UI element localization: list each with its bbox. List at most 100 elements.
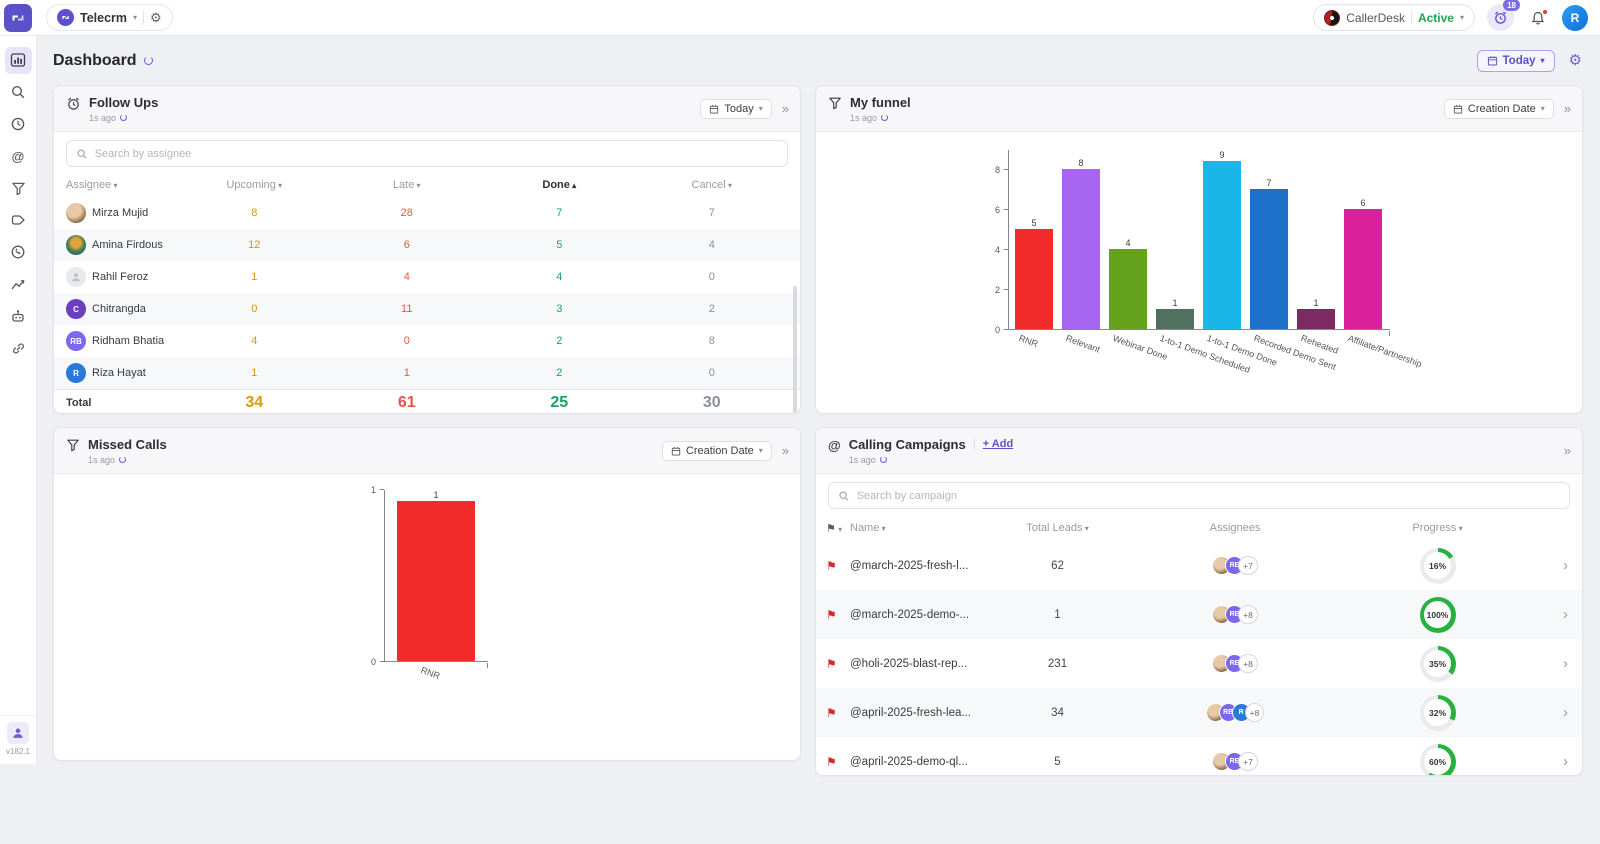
column-header-upcoming[interactable]: Upcoming ▾ <box>178 179 331 191</box>
progress-cell: 16% <box>1355 548 1520 584</box>
column-header-late[interactable]: Late ▾ <box>331 179 484 191</box>
workspace-switcher[interactable]: Telecrm ▾ ⚙ <box>46 4 173 31</box>
search-assignee-input[interactable] <box>95 148 778 160</box>
last-updated: 1s ago <box>89 113 116 123</box>
column-header-flag[interactable]: ⚑ ▾ <box>826 522 850 535</box>
bar-RNR[interactable] <box>1015 229 1053 329</box>
progress-ring: 32% <box>1420 695 1456 731</box>
column-label: Late <box>393 179 414 191</box>
notifications-button[interactable] <box>1526 6 1550 30</box>
refresh-icon[interactable] <box>881 114 888 121</box>
sidebar-item-dashboard[interactable] <box>5 47 32 74</box>
total-leads: 5 <box>1000 756 1115 768</box>
progress-value: 100% <box>1424 601 1451 628</box>
bar-Relevant[interactable] <box>1062 169 1100 329</box>
column-header-total-leads[interactable]: Total Leads ▾ <box>1000 522 1115 534</box>
late-count: 0 <box>331 335 484 347</box>
bar-1-to-1 Demo Scheduled[interactable] <box>1156 309 1194 329</box>
row-chevron-icon[interactable]: › <box>1520 704 1572 721</box>
bar-Affiliate/Partnership[interactable] <box>1344 209 1382 329</box>
refresh-icon[interactable] <box>144 56 153 65</box>
missed-calls-sort-label: Creation Date <box>686 445 754 457</box>
search-icon <box>10 84 26 100</box>
support-button[interactable] <box>7 722 29 744</box>
chevron-down-icon: ▾ <box>1460 13 1464 22</box>
dashboard-settings-icon[interactable]: ⚙ <box>1569 53 1582 68</box>
funnel-icon <box>66 438 80 457</box>
workspace-settings-icon[interactable]: ⚙ <box>150 11 162 24</box>
cancel-count: 7 <box>636 207 789 219</box>
bar-1-to-1 Demo Done[interactable] <box>1203 161 1241 329</box>
user-avatar[interactable]: R <box>1562 5 1588 31</box>
chevron-down-icon: ▾ <box>133 13 137 22</box>
progress-value: 35% <box>1424 650 1451 677</box>
date-range-button[interactable]: Today ▾ <box>1477 50 1555 72</box>
sidebar-item-tags[interactable] <box>5 207 32 234</box>
row-chevron-icon[interactable]: › <box>1520 557 1572 574</box>
alarm-clock-icon <box>1493 10 1508 25</box>
campaign-name: @april-2025-fresh-lea... <box>850 707 1000 719</box>
y-tick-label: 8 <box>995 165 1000 175</box>
app-logo[interactable] <box>4 4 32 32</box>
funnel-icon <box>828 96 842 115</box>
column-header-progress[interactable]: Progress ▾ <box>1355 522 1520 534</box>
missed-calls-sort-button[interactable]: Creation Date ▾ <box>662 441 772 461</box>
refresh-icon[interactable] <box>120 114 127 121</box>
sort-caret-icon: ▾ <box>879 524 885 533</box>
avatar <box>66 267 86 287</box>
progress-ring: 100% <box>1420 597 1456 633</box>
sidebar-item-integrations[interactable] <box>5 335 32 362</box>
bar-Recorded Demo Sent[interactable] <box>1250 189 1288 329</box>
sidebar-item-recent-activity[interactable] <box>5 111 32 138</box>
sidebar-item-funnel[interactable] <box>5 175 32 202</box>
late-count: 4 <box>331 271 484 283</box>
sidebar-item-search[interactable] <box>5 79 32 106</box>
sidebar-item-reports[interactable] <box>5 271 32 298</box>
sidebar-item-automation-bot[interactable] <box>5 303 32 330</box>
expand-panel-icon[interactable]: » <box>782 443 788 458</box>
column-header-cancel[interactable]: Cancel ▾ <box>636 179 789 191</box>
row-chevron-icon[interactable]: › <box>1520 606 1572 623</box>
column-header-assignee[interactable]: Assignee ▾ <box>66 179 178 191</box>
search-campaign-input[interactable] <box>857 490 1560 502</box>
refresh-icon[interactable] <box>119 456 126 463</box>
callerdesk-status-pill[interactable]: CallerDesk Active ▾ <box>1313 4 1475 31</box>
row-chevron-icon[interactable]: › <box>1520 655 1572 672</box>
column-header-name[interactable]: Name ▾ <box>850 522 1000 534</box>
funnel-sort-button[interactable]: Creation Date ▾ <box>1444 99 1554 119</box>
expand-panel-icon[interactable]: » <box>1564 443 1570 458</box>
column-label: Assignees <box>1210 522 1261 534</box>
bar-RNR[interactable] <box>397 501 475 661</box>
bar-Webinar Done[interactable] <box>1109 249 1147 329</box>
table-scrollbar[interactable] <box>793 286 797 414</box>
expand-panel-icon[interactable]: » <box>782 101 788 116</box>
sidebar-item-mentions[interactable]: @ <box>5 143 32 170</box>
add-campaign-button[interactable]: + Add <box>974 438 1013 450</box>
expand-panel-icon[interactable]: » <box>1564 101 1570 116</box>
refresh-icon[interactable] <box>880 456 887 463</box>
panel-title: Missed Calls <box>88 437 167 452</box>
row-chevron-icon[interactable]: › <box>1520 753 1572 770</box>
follow-ups-range-button[interactable]: Today ▾ <box>700 99 771 119</box>
sidebar-item-whatsapp[interactable] <box>5 239 32 266</box>
search-icon <box>76 148 88 160</box>
reminders-button[interactable]: 18 <box>1487 4 1514 31</box>
column-header-done[interactable]: Done ▴ <box>483 179 636 191</box>
bar-Reheated[interactable] <box>1297 309 1335 329</box>
calling-campaigns-panel: @ Calling Campaigns + Add 1s ago » <box>815 427 1583 776</box>
column-header-assignees[interactable]: Assignees <box>1115 522 1355 534</box>
